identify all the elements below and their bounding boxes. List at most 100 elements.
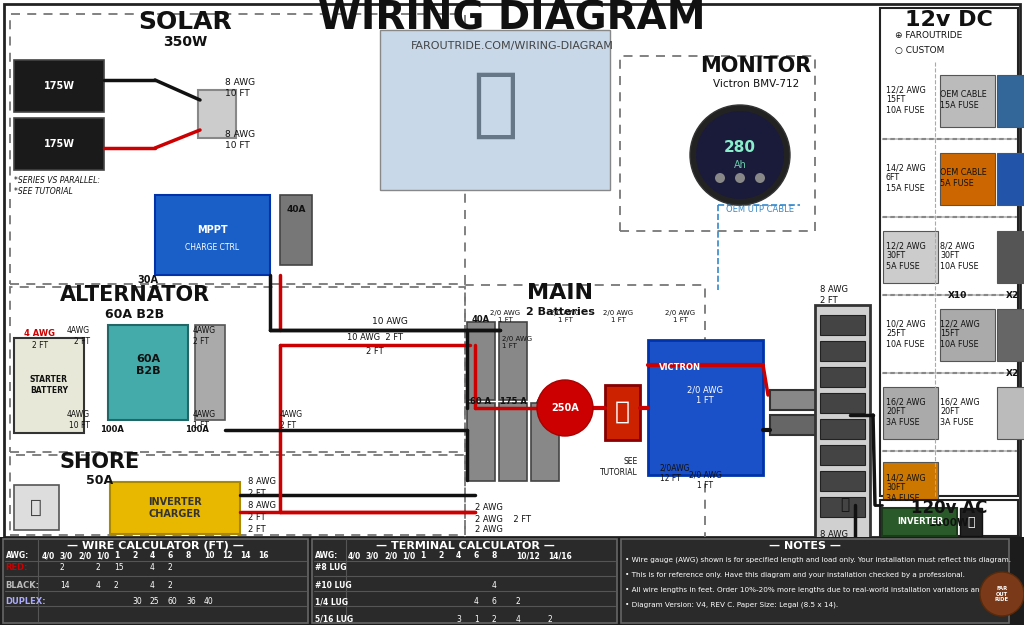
Text: 4: 4 <box>150 551 156 561</box>
Text: FAROUTRIDE.COM/WIRING-DIAGRAM: FAROUTRIDE.COM/WIRING-DIAGRAM <box>411 41 613 51</box>
Text: 4: 4 <box>96 581 101 589</box>
Text: Ah: Ah <box>733 160 746 170</box>
Text: 10: 10 <box>204 551 214 561</box>
Text: X10: X10 <box>948 291 968 301</box>
Text: #8 LUG: #8 LUG <box>315 564 346 572</box>
Text: 50A: 50A <box>86 474 114 488</box>
Text: 14: 14 <box>60 581 70 589</box>
Text: 36: 36 <box>186 598 196 606</box>
Text: 4/0: 4/0 <box>42 551 55 561</box>
Bar <box>961 508 982 536</box>
Text: 1: 1 <box>114 551 119 561</box>
Bar <box>108 325 188 420</box>
Text: 2: 2 <box>516 598 521 606</box>
Bar <box>10 287 465 452</box>
Bar <box>882 508 957 536</box>
Bar <box>883 387 938 439</box>
Text: • This is for reference only. Have this diagram and your installation checked by: • This is for reference only. Have this … <box>625 572 965 578</box>
Text: 12: 12 <box>222 551 232 561</box>
Text: 2/0: 2/0 <box>384 551 397 561</box>
Text: 3/0: 3/0 <box>60 551 74 561</box>
Text: 30A: 30A <box>137 275 159 285</box>
Bar <box>14 60 104 112</box>
Text: 6: 6 <box>474 551 479 561</box>
Text: 2 FT: 2 FT <box>248 514 265 522</box>
Text: 60 A: 60 A <box>470 396 492 406</box>
Bar <box>14 338 84 433</box>
Text: 2 FT: 2 FT <box>32 341 48 349</box>
Text: — WIRE CALCULATOR (FT) —: — WIRE CALCULATOR (FT) — <box>67 541 244 551</box>
Text: WIRING DIAGRAM: WIRING DIAGRAM <box>318 0 706 37</box>
Bar <box>940 153 995 205</box>
Bar <box>820 497 865 517</box>
Text: 12/2 AWG
15FT
10A FUSE: 12/2 AWG 15FT 10A FUSE <box>940 319 980 349</box>
Text: 4: 4 <box>150 581 155 589</box>
Text: 16: 16 <box>258 551 268 561</box>
Text: 2: 2 <box>114 581 119 589</box>
Circle shape <box>690 105 790 205</box>
Text: 4AWG
10 FT: 4AWG 10 FT <box>67 410 90 430</box>
Bar <box>820 471 865 491</box>
Text: X2: X2 <box>1006 291 1019 301</box>
Text: 8 AWG
10 FT: 8 AWG 10 FT <box>225 78 255 98</box>
Text: 4 AWG: 4 AWG <box>25 329 55 338</box>
Text: ⏻: ⏻ <box>30 498 42 516</box>
Text: 2: 2 <box>96 564 100 572</box>
Text: 2 FT: 2 FT <box>248 489 265 499</box>
Bar <box>531 403 559 481</box>
Text: • Diagram Version: V4, REV C. Paper Size: Legal (8.5 x 14).: • Diagram Version: V4, REV C. Paper Size… <box>625 602 838 608</box>
Bar <box>997 153 1024 205</box>
Text: 4: 4 <box>150 564 155 572</box>
Bar <box>770 415 850 435</box>
Text: SHORE: SHORE <box>59 452 140 472</box>
Text: OEM UTP CABLE: OEM UTP CABLE <box>726 206 794 214</box>
Bar <box>820 419 865 439</box>
Circle shape <box>537 380 593 436</box>
Bar <box>605 385 640 440</box>
Text: 10/12: 10/12 <box>516 551 540 561</box>
Text: 2: 2 <box>438 551 443 561</box>
Text: 14: 14 <box>240 551 251 561</box>
Text: 15: 15 <box>114 564 124 572</box>
Text: 2/0 AWG
1 FT: 2/0 AWG 1 FT <box>603 309 633 322</box>
Text: 2 FT: 2 FT <box>475 548 493 556</box>
Text: 8 AWG
2 FT: 8 AWG 2 FT <box>820 530 848 550</box>
Bar <box>820 315 865 335</box>
Text: 2/0 AWG
1 FT: 2/0 AWG 1 FT <box>489 309 520 322</box>
Text: 16/2 AWG
20FT
3A FUSE: 16/2 AWG 20FT 3A FUSE <box>886 397 926 427</box>
Bar <box>195 325 225 420</box>
Text: OEM CABLE
5A FUSE: OEM CABLE 5A FUSE <box>940 168 987 187</box>
Text: 280: 280 <box>724 139 756 154</box>
Text: 🚐: 🚐 <box>472 68 518 142</box>
Text: 175W: 175W <box>43 81 75 91</box>
Text: 40A: 40A <box>536 396 554 406</box>
Text: 8: 8 <box>186 551 191 561</box>
Text: 2/0AWG
12 FT: 2/0AWG 12 FT <box>660 463 690 482</box>
Text: 40: 40 <box>204 598 214 606</box>
Text: ⏻: ⏻ <box>614 400 630 424</box>
Text: 2: 2 <box>168 581 173 589</box>
Text: 12/2 AWG
30FT
5A FUSE: 12/2 AWG 30FT 5A FUSE <box>886 241 926 271</box>
Bar <box>997 75 1024 127</box>
Text: 4AWG
2 FT: 4AWG 2 FT <box>280 410 303 430</box>
Bar <box>465 285 705 545</box>
Text: 60A B2B: 60A B2B <box>105 308 165 321</box>
Text: 2: 2 <box>168 564 173 572</box>
Text: DUPLEX:: DUPLEX: <box>5 598 46 606</box>
Text: CHARGE CTRL: CHARGE CTRL <box>185 244 239 252</box>
Circle shape <box>735 173 745 183</box>
Text: 12/2 AWG
15FT
10A FUSE: 12/2 AWG 15FT 10A FUSE <box>886 85 926 115</box>
Text: 2/0: 2/0 <box>78 551 91 561</box>
Bar <box>940 309 995 361</box>
Bar <box>14 118 104 170</box>
Bar <box>10 455 465 535</box>
Text: 2/0 AWG
1 FT: 2/0 AWG 1 FT <box>502 336 532 349</box>
Text: Victron BMV-712: Victron BMV-712 <box>713 79 799 89</box>
Bar <box>883 231 938 283</box>
Text: — NOTES —: — NOTES — <box>769 541 841 551</box>
Text: 175W: 175W <box>43 139 75 149</box>
Bar <box>14 485 59 530</box>
Bar <box>621 539 1009 623</box>
Bar <box>467 403 495 481</box>
Text: 4AWG
2 FT: 4AWG 2 FT <box>193 326 216 346</box>
